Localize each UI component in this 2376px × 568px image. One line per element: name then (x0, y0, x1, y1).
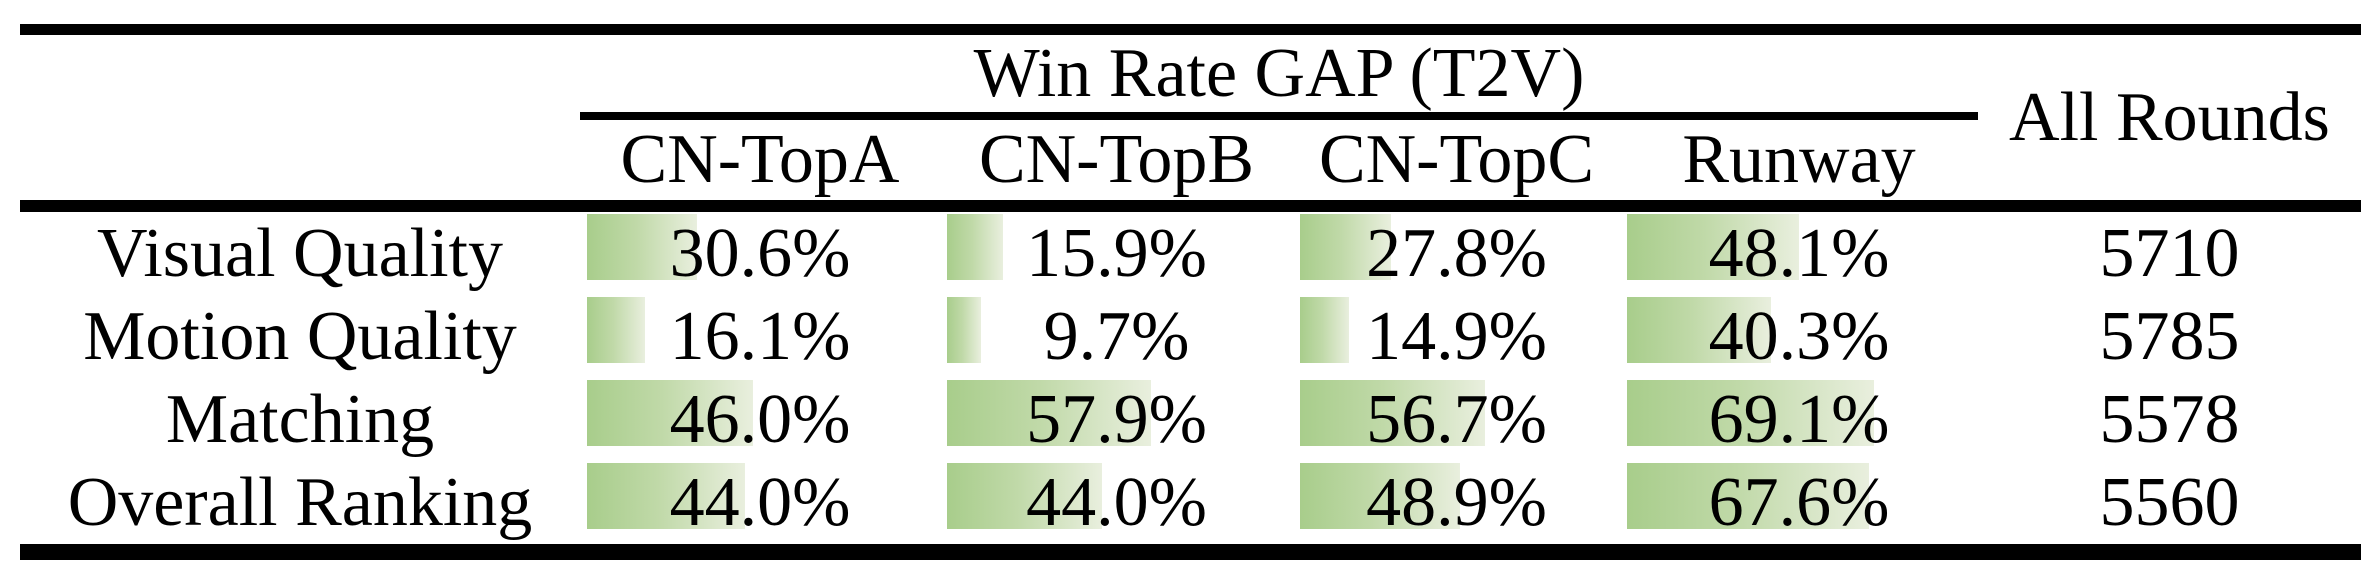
win-rate-value: 56.7% (1366, 380, 1547, 458)
win-rate-cell: 56.7% (1293, 378, 1620, 461)
win-rate-bar (587, 463, 746, 529)
win-rate-bar (587, 214, 698, 280)
win-rate-bar (947, 380, 1152, 446)
table-row: Matching 46.0% 57.9% 56.7% 69.1% 5578 (20, 378, 2361, 461)
win-rate-bar (947, 214, 1004, 280)
table-row: Motion Quality 16.1% 9.7% 14.9% 40.3% 5785 (20, 295, 2361, 378)
win-rate-cell: 16.1% (580, 295, 940, 378)
win-rate-value: 16.1% (669, 297, 851, 375)
top-rule (20, 24, 2361, 35)
row-label: Overall Ranking (67, 463, 533, 541)
bottom-rule (20, 544, 2361, 560)
win-rate-cell: 15.9% (940, 212, 1293, 295)
group-header-title: Win Rate GAP (T2V) (973, 34, 1585, 112)
win-rate-value: 15.9% (1026, 214, 1207, 292)
column-header-cn-topc: CN-TopC (1318, 121, 1595, 198)
win-rate-bar (587, 380, 753, 446)
column-header-runway: Runway (1682, 121, 1916, 198)
table-header: Win Rate GAP (T2V) CN-TopA CN-TopB CN-TopC… (20, 35, 2361, 200)
win-rate-value: 57.9% (1026, 380, 1207, 458)
win-rate-value: 44.0% (669, 463, 851, 541)
win-rate-cell: 40.3% (1620, 295, 1978, 378)
header-label-spacer (20, 35, 580, 200)
win-rate-cell: 57.9% (940, 378, 1293, 461)
win-rate-value: 27.8% (1366, 214, 1547, 292)
win-rate-value: 67.6% (1708, 463, 1890, 541)
win-rate-bar (1627, 463, 1869, 529)
win-rate-cell: 48.9% (1293, 461, 1620, 544)
column-headers: CN-TopA CN-TopB CN-TopC Runway (580, 120, 1978, 200)
win-rate-bar (587, 297, 645, 363)
win-rate-bar (1627, 380, 1875, 446)
win-rate-value: 40.3% (1708, 297, 1890, 375)
win-rate-cell: 48.1% (1620, 212, 1978, 295)
win-rate-value: 48.1% (1708, 214, 1890, 292)
win-rate-bar (947, 297, 982, 363)
win-rate-cell: 69.1% (1620, 378, 1978, 461)
win-rate-cell: 67.6% (1620, 461, 1978, 544)
column-header-cn-topa: CN-TopA (620, 121, 900, 198)
win-rate-value: 30.6% (669, 214, 851, 292)
win-rate-bar (1300, 380, 1486, 446)
all-rounds-value: 5785 (2099, 297, 2240, 375)
win-rate-value: 44.0% (1026, 463, 1207, 541)
table-row: Visual Quality 30.6% 15.9% 27.8% 48.1% 5710 (20, 212, 2361, 295)
win-rate-cell: 27.8% (1293, 212, 1620, 295)
win-rate-cell: 9.7% (940, 295, 1293, 378)
row-label: Visual Quality (96, 214, 504, 292)
win-rate-value: 48.9% (1366, 463, 1547, 541)
win-rate-cell: 44.0% (580, 461, 940, 544)
row-label: Matching (165, 380, 435, 458)
group-underline-rule (580, 112, 1978, 120)
win-rate-bar (1627, 214, 1800, 280)
row-label: Motion Quality (83, 297, 517, 375)
column-header-cn-topb: CN-TopB (978, 121, 1255, 198)
all-rounds-value: 5578 (2099, 380, 2240, 458)
table-row: Overall Ranking 44.0% 44.0% 48.9% 67.6% 5560 (20, 461, 2361, 544)
win-rate-bar (1627, 297, 1772, 363)
win-rate-value: 9.7% (1043, 297, 1190, 375)
win-rate-gap-group: Win Rate GAP (T2V) CN-TopA CN-TopB CN-TopC… (580, 35, 1978, 200)
win-rate-cell: 30.6% (580, 212, 940, 295)
win-rate-cell: 46.0% (580, 378, 940, 461)
win-rate-bar (1300, 297, 1349, 363)
win-rate-bar (947, 463, 1103, 529)
win-rate-bar (1300, 463, 1460, 529)
all-rounds-header: All Rounds (2009, 78, 2330, 156)
table-body: Visual Quality 30.6% 15.9% 27.8% 48.1% 5710 Mo… (20, 212, 2361, 544)
win-rate-value: 46.0% (669, 380, 851, 458)
win-rate-table: Win Rate GAP (T2V) CN-TopA CN-TopB CN-TopC… (20, 24, 2361, 560)
all-rounds-value: 5560 (2099, 463, 2240, 541)
win-rate-cell: 14.9% (1293, 295, 1620, 378)
win-rate-value: 69.1% (1708, 380, 1890, 458)
win-rate-cell: 44.0% (940, 461, 1293, 544)
all-rounds-value: 5710 (2099, 214, 2240, 292)
header-separator-rule (20, 200, 2361, 212)
win-rate-bar (1300, 214, 1391, 280)
win-rate-value: 14.9% (1366, 297, 1547, 375)
